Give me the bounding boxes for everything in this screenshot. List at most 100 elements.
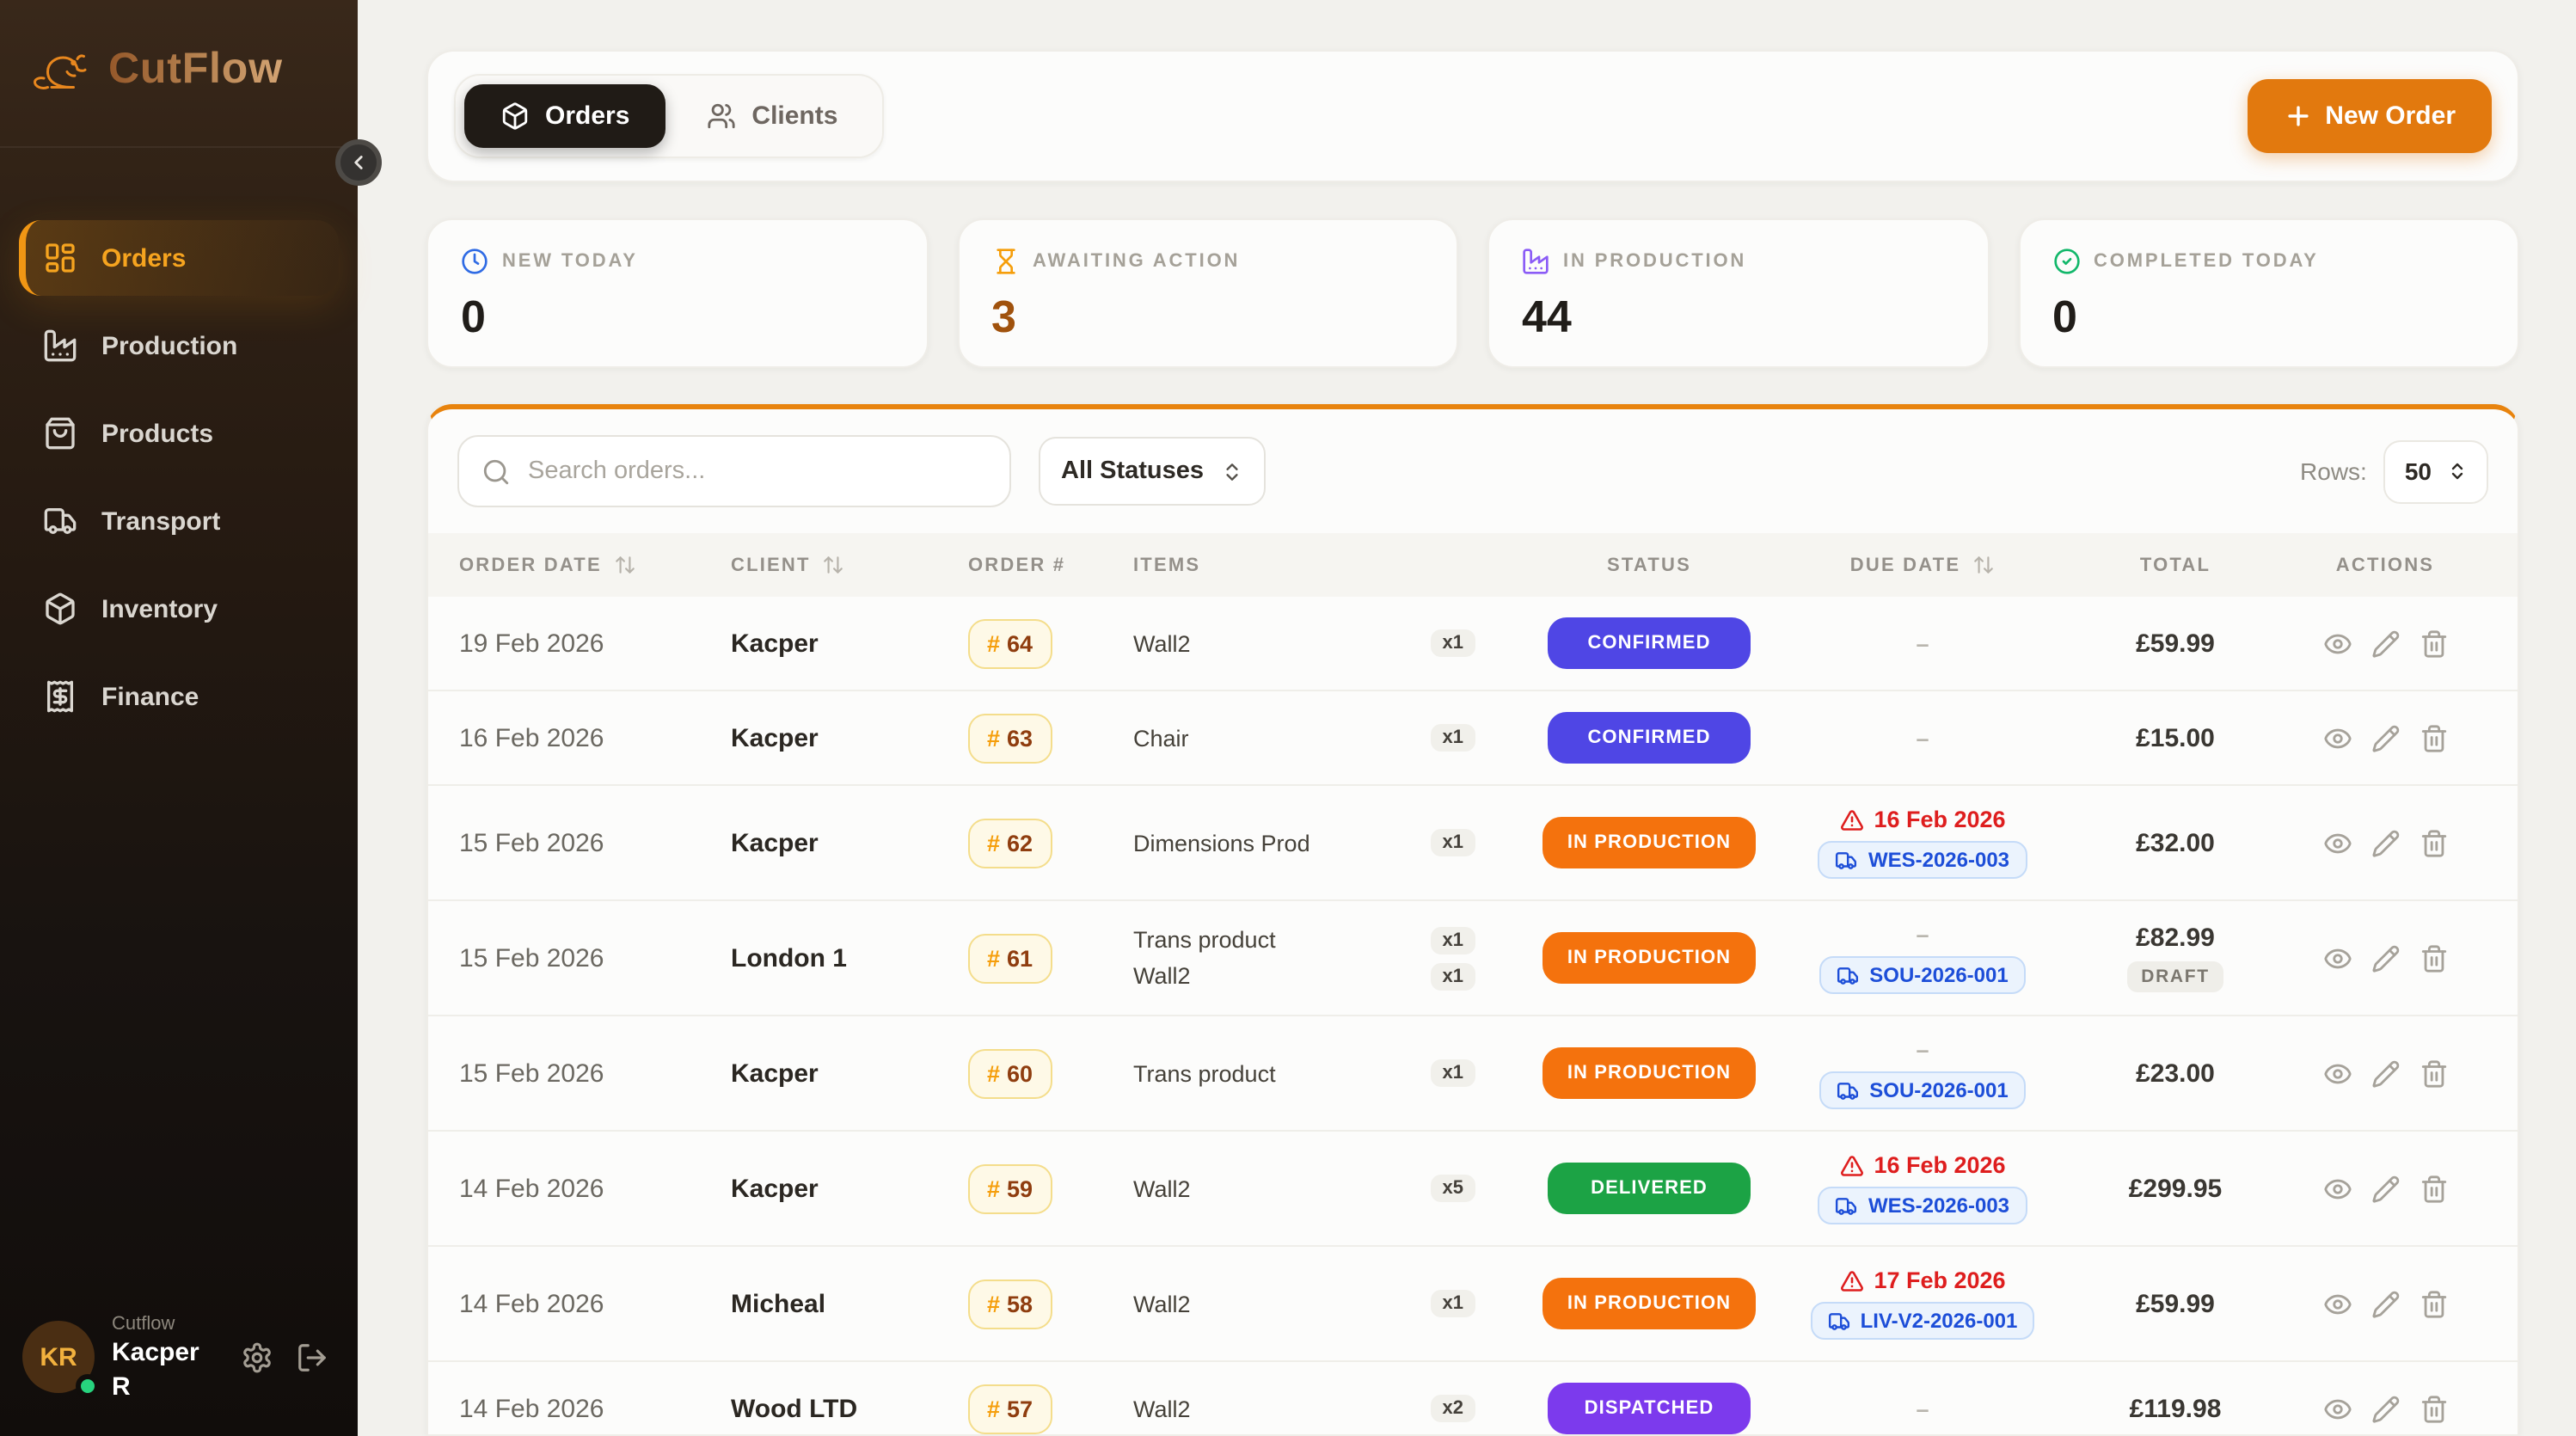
order-number-badge: #60 (968, 1048, 1052, 1098)
shopping-bag-icon (43, 416, 77, 451)
chevrons-up-down-icon (2447, 461, 2468, 482)
transport-badge[interactable]: LIV-V2-2026-001 (1810, 1302, 2035, 1340)
status-filter-select[interactable]: All Statuses (1039, 437, 1266, 506)
factory-icon (43, 328, 77, 363)
view-order-button[interactable] (2322, 723, 2352, 752)
sort-icon (823, 554, 845, 576)
column-header-due-date[interactable]: DUE DATE (1778, 554, 2067, 576)
view-order-button[interactable] (2322, 828, 2352, 857)
delete-order-button[interactable] (2419, 828, 2448, 857)
item-quantity-chip: x1 (1430, 829, 1475, 856)
actions-cell (2284, 1289, 2487, 1318)
due-date-cell: 17 Feb 2026 LIV-V2-2026-001 (1778, 1267, 2067, 1340)
total-cell: £82.99 DRAFT (2067, 924, 2284, 992)
view-order-button[interactable] (2322, 1059, 2352, 1088)
sidebar-item-production[interactable]: Production (19, 308, 339, 384)
transport-badge[interactable]: SOU-2026-001 (1819, 1071, 2026, 1109)
edit-order-button[interactable] (2371, 1289, 2400, 1318)
sidebar-item-inventory[interactable]: Inventory (19, 571, 339, 647)
column-header-actions: ACTIONS (2335, 555, 2435, 575)
order-date-cell: 14 Feb 2026 (459, 1174, 604, 1203)
delete-order-button[interactable] (2419, 1059, 2448, 1088)
order-number-cell: #64 (968, 618, 1133, 668)
eye-icon (2322, 1394, 2352, 1423)
item-name: Wall2 (1133, 630, 1191, 656)
settings-button[interactable] (241, 1341, 273, 1374)
client-cell: Wood LTD (731, 1394, 858, 1423)
sidebar-collapse-button[interactable] (335, 139, 382, 186)
order-number-badge: #57 (968, 1384, 1052, 1433)
edit-order-button[interactable] (2371, 1059, 2400, 1088)
tab-orders[interactable]: Orders (464, 84, 666, 148)
item-quantity-chip: x2 (1430, 1395, 1475, 1422)
eye-icon (2322, 828, 2352, 857)
item-name: Wall2 (1133, 1175, 1191, 1201)
stat-label: AWAITING ACTION (1033, 251, 1241, 272)
pencil-icon (2371, 1174, 2400, 1203)
status-cell: IN PRODUCTION (1520, 932, 1778, 984)
order-date-cell: 15 Feb 2026 (459, 1059, 604, 1088)
transport-badge[interactable]: WES-2026-003 (1818, 1187, 2027, 1224)
edit-order-button[interactable] (2371, 629, 2400, 658)
delete-order-button[interactable] (2419, 1174, 2448, 1203)
sidebar-item-label: Transport (101, 506, 221, 536)
total-cell: £59.99 (2067, 629, 2284, 658)
sidebar-item-transport[interactable]: Transport (19, 483, 339, 559)
logout-button[interactable] (296, 1341, 328, 1374)
view-order-button[interactable] (2322, 1394, 2352, 1423)
stat-card-new-today: NEW TODAY 0 (426, 218, 928, 368)
table-row: 14 Feb 2026 Wood LTD #57 Wall2 x2 DISPATC… (428, 1362, 2518, 1434)
edit-order-button[interactable] (2371, 1394, 2400, 1423)
transport-badge[interactable]: SOU-2026-001 (1819, 956, 2026, 994)
delete-order-button[interactable] (2419, 629, 2448, 658)
view-order-button[interactable] (2322, 629, 2352, 658)
avatar[interactable]: KR (22, 1321, 100, 1399)
view-order-button[interactable] (2322, 943, 2352, 973)
items-cell: Wall2 x5 (1133, 1175, 1520, 1202)
column-header-order-number: ORDER # (968, 555, 1066, 575)
item-name: Chair (1133, 725, 1189, 751)
column-header-client[interactable]: CLIENT (731, 554, 968, 576)
edit-order-button[interactable] (2371, 943, 2400, 973)
truck-icon (1836, 849, 1858, 871)
table-row: 14 Feb 2026 Kacper #59 Wall2 x5 DELIVERED… (428, 1132, 2518, 1247)
sidebar-item-products[interactable]: Products (19, 396, 339, 471)
status-badge: IN PRODUCTION (1543, 1047, 1756, 1099)
new-order-button[interactable]: New Order (2248, 79, 2492, 153)
edit-order-button[interactable] (2371, 1174, 2400, 1203)
tab-clients[interactable]: Clients (671, 84, 874, 148)
actions-cell (2284, 1059, 2487, 1088)
client-cell: Micheal (731, 1289, 826, 1318)
order-number-cell: #57 (968, 1384, 1133, 1433)
actions-cell (2284, 1394, 2487, 1423)
package-icon (43, 592, 77, 626)
sidebar-item-orders[interactable]: Orders (19, 220, 339, 296)
sidebar-item-finance[interactable]: Finance (19, 659, 339, 734)
total-cell: £299.95 (2067, 1174, 2284, 1203)
clock-icon (461, 248, 488, 275)
eye-icon (2322, 1059, 2352, 1088)
edit-order-button[interactable] (2371, 828, 2400, 857)
delete-order-button[interactable] (2419, 1289, 2448, 1318)
rows-select[interactable]: 50 (2383, 439, 2488, 503)
view-order-button[interactable] (2322, 1289, 2352, 1318)
truck-icon (1828, 1310, 1850, 1332)
delete-order-button[interactable] (2419, 723, 2448, 752)
plus-icon (2284, 101, 2313, 131)
view-order-button[interactable] (2322, 1174, 2352, 1203)
search-input[interactable] (528, 457, 987, 485)
edit-order-button[interactable] (2371, 723, 2400, 752)
trash-icon (2419, 1394, 2448, 1423)
delete-order-button[interactable] (2419, 1394, 2448, 1423)
transport-badge[interactable]: WES-2026-003 (1818, 841, 2027, 879)
order-item: Wall2 x1 (1133, 962, 1475, 990)
delete-order-button[interactable] (2419, 943, 2448, 973)
pencil-icon (2371, 1289, 2400, 1318)
status-badge: CONFIRMED (1548, 617, 1751, 669)
column-header-order-date[interactable]: ORDER DATE (459, 554, 731, 576)
item-quantity-chip: x1 (1430, 926, 1475, 954)
trash-icon (2419, 723, 2448, 752)
status-cell: CONFIRMED (1520, 712, 1778, 764)
total-value: £82.99 (2136, 924, 2215, 953)
chevrons-up-down-icon (1221, 460, 1243, 482)
